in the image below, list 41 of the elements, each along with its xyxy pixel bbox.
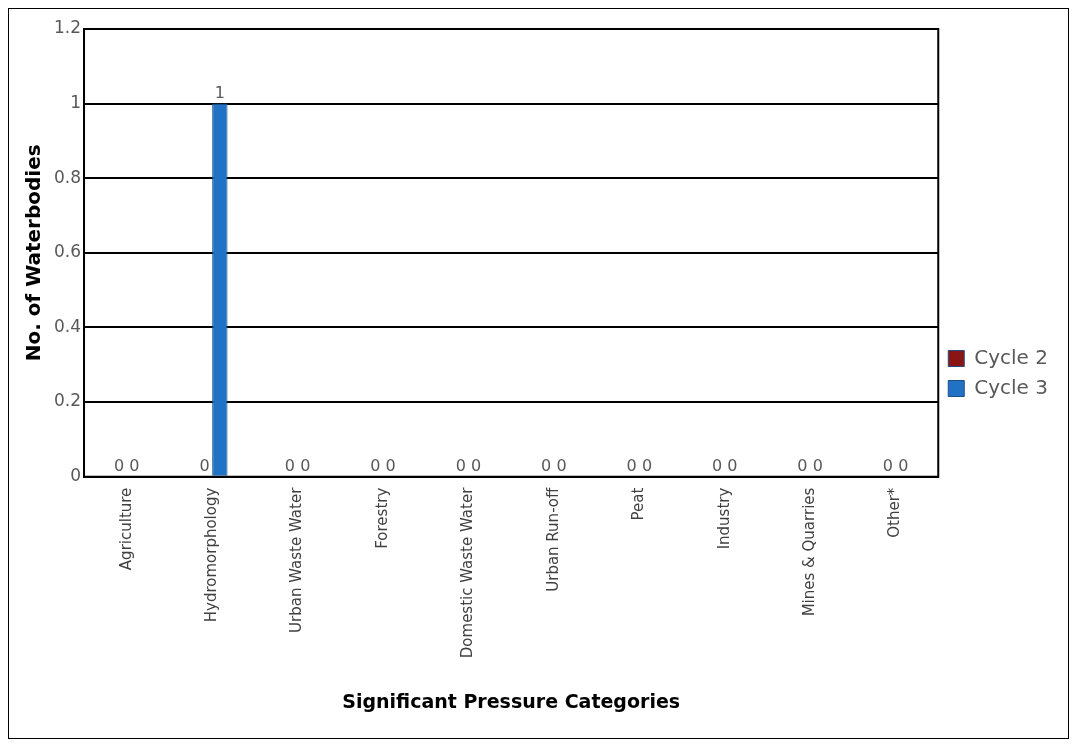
x-tick-label: Industry [714,487,733,550]
data-label: 0 [711,455,723,475]
data-label: 1 [214,82,225,102]
data-label: 0 [812,455,823,475]
x-tick-label: Other* [885,487,904,538]
data-label: 0 [797,455,808,475]
x-axis-title: Significant Pressure Categories [342,689,681,712]
legend-label: Cycle 2 [974,344,1049,369]
x-tick-label: Mines & Quarries [800,487,819,617]
data-label: 0 [471,455,482,475]
data-label: 0 [898,455,909,475]
y-tick-label: 0.2 [53,390,82,411]
x-tick-label: Hydromorphology [202,487,221,623]
data-label: 0 [556,455,567,475]
data-label: 0 [370,455,381,475]
data-label: 0 [727,455,738,475]
y-axis-title: No. of Waterbodies [21,144,46,362]
y-tick-label: 0.4 [53,315,82,336]
y-tick-label: 1 [70,92,82,113]
x-tick-label: Urban Run-off [543,487,562,592]
y-tick-label: 0 [70,465,82,486]
y-tick-label: 0.8 [53,166,82,187]
legend-label: Cycle 3 [974,374,1049,399]
data-label: 0 [113,455,125,475]
x-tick-label: Peat [629,487,648,521]
x-tick-label: Forestry [372,487,391,549]
x-tick-label: Agriculture [116,487,135,571]
data-label: 0 [129,455,140,475]
data-label: 0 [882,455,893,475]
data-label: 0 [385,455,396,475]
data-label: 0 [284,455,295,475]
data-label: 0 [455,455,466,475]
data-label: 0 [626,455,637,475]
data-label: 0 [199,455,210,475]
x-tick-label: Domestic Waste Water [458,486,477,659]
data-label: 0 [300,455,311,475]
data-label: 0 [541,455,552,475]
x-tick-label: Urban Waste Water [287,486,306,633]
data-label: 0 [641,455,653,475]
y-tick-label: 0.6 [53,241,82,262]
y-tick-label: 1.2 [53,17,82,38]
